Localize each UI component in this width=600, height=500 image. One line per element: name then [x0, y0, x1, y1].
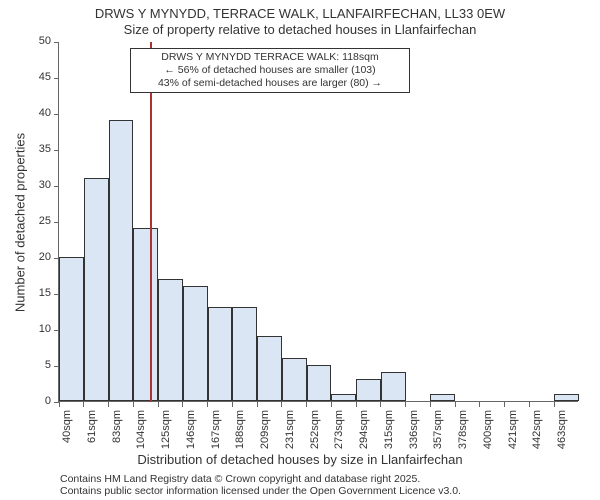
histogram-bar — [356, 379, 381, 401]
x-tick-mark — [306, 402, 307, 407]
histogram-bar — [232, 307, 257, 401]
y-tick-mark — [54, 222, 59, 223]
histogram-bar — [109, 120, 134, 401]
x-tick-mark — [108, 402, 109, 407]
x-tick-mark — [133, 402, 134, 407]
x-tick-mark — [207, 402, 208, 407]
x-tick-mark — [257, 402, 258, 407]
x-tick-mark — [554, 402, 555, 407]
x-tick-mark — [83, 402, 84, 407]
y-tick-label: 30 — [23, 179, 51, 191]
footer-line-2: Contains public sector information licen… — [60, 485, 461, 498]
y-tick-label: 10 — [23, 323, 51, 335]
property-marker-line — [150, 42, 152, 402]
annotation-line-1: DRWS Y MYNYDD TERRACE WALK: 118sqm — [134, 51, 406, 64]
y-tick-mark — [54, 114, 59, 115]
annotation-box: DRWS Y MYNYDD TERRACE WALK: 118sqm← 56% … — [130, 48, 410, 93]
x-tick-mark — [182, 402, 183, 407]
histogram-bar — [331, 394, 356, 401]
x-tick-mark — [331, 402, 332, 407]
histogram-bar — [59, 257, 84, 401]
x-axis-label: Distribution of detached houses by size … — [0, 452, 600, 467]
chart-title-sub: Size of property relative to detached ho… — [0, 22, 600, 37]
x-tick-mark — [59, 402, 60, 407]
x-tick-mark — [158, 402, 159, 407]
histogram-bar — [282, 358, 307, 401]
plot-area: 0510152025303540455040sqm61sqm83sqm104sq… — [58, 42, 578, 402]
annotation-line-2: ← 56% of detached houses are smaller (10… — [134, 64, 406, 77]
y-tick-label: 45 — [23, 71, 51, 83]
y-tick-mark — [54, 186, 59, 187]
y-tick-label: 25 — [23, 215, 51, 227]
y-tick-mark — [54, 150, 59, 151]
histogram-bar — [208, 307, 233, 401]
chart-footer: Contains HM Land Registry data © Crown c… — [60, 473, 461, 498]
x-tick-mark — [281, 402, 282, 407]
histogram-bar — [84, 178, 109, 401]
histogram-bar — [158, 279, 183, 401]
histogram-bar — [381, 372, 406, 401]
y-tick-label: 0 — [23, 395, 51, 407]
x-tick-mark — [479, 402, 480, 407]
histogram-bar — [554, 394, 579, 401]
x-tick-mark — [529, 402, 530, 407]
y-tick-label: 50 — [23, 35, 51, 47]
y-tick-mark — [54, 42, 59, 43]
y-tick-mark — [54, 78, 59, 79]
footer-line-1: Contains HM Land Registry data © Crown c… — [60, 473, 461, 486]
y-tick-label: 15 — [23, 287, 51, 299]
histogram-bar — [257, 336, 282, 401]
histogram-bar — [430, 394, 455, 401]
x-tick-mark — [356, 402, 357, 407]
x-tick-mark — [380, 402, 381, 407]
histogram-bar — [307, 365, 332, 401]
chart-title-main: DRWS Y MYNYDD, TERRACE WALK, LLANFAIRFEC… — [0, 6, 600, 21]
x-tick-mark — [405, 402, 406, 407]
annotation-line-3: 43% of semi-detached houses are larger (… — [134, 77, 406, 90]
x-tick-mark — [232, 402, 233, 407]
x-tick-mark — [504, 402, 505, 407]
property-size-histogram: DRWS Y MYNYDD, TERRACE WALK, LLANFAIRFEC… — [0, 0, 600, 500]
x-tick-mark — [455, 402, 456, 407]
y-tick-label: 5 — [23, 359, 51, 371]
histogram-bar — [133, 228, 158, 401]
x-tick-mark — [430, 402, 431, 407]
y-tick-label: 40 — [23, 107, 51, 119]
y-tick-label: 20 — [23, 251, 51, 263]
histogram-bar — [183, 286, 208, 401]
y-tick-label: 35 — [23, 143, 51, 155]
